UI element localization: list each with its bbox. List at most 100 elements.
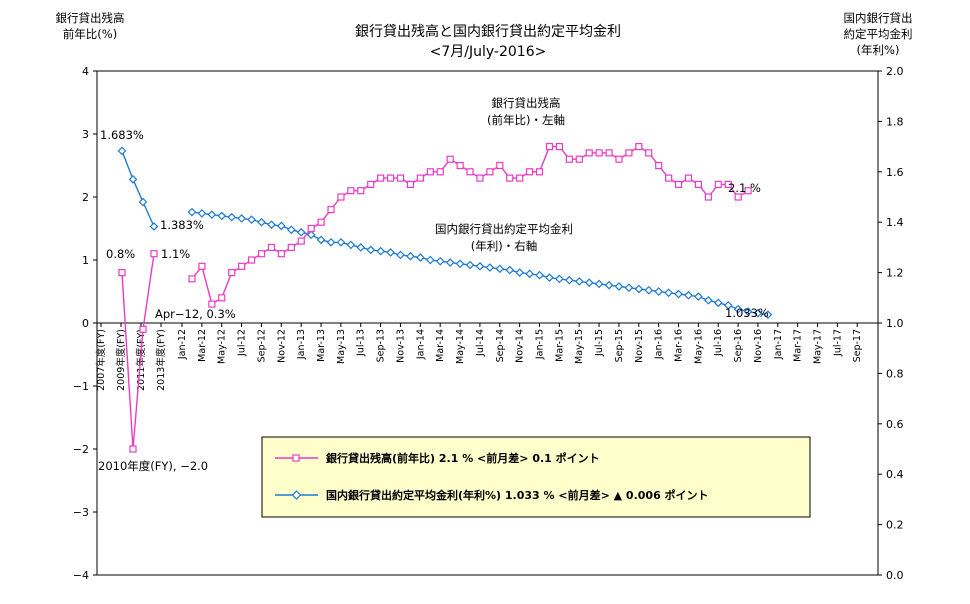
right-axis-title-line1: 国内銀行貸出	[844, 11, 913, 25]
series-line-annual	[121, 253, 155, 450]
annotation-loan-fy1: 0.8%	[106, 247, 135, 261]
left-tick-label: −4	[73, 569, 89, 582]
left-tick-label: 1	[82, 254, 89, 267]
right-tick-label: 1.4	[886, 216, 904, 229]
data-point	[704, 295, 713, 305]
x-tick-label: Sep-17	[852, 329, 863, 362]
data-point	[336, 238, 346, 247]
data-point	[436, 168, 444, 176]
data-point	[218, 294, 226, 302]
data-point	[684, 290, 693, 300]
data-point	[277, 221, 286, 231]
data-point	[456, 161, 464, 170]
data-point	[485, 263, 495, 272]
data-point	[574, 277, 584, 286]
data-point	[416, 174, 424, 182]
data-point	[267, 220, 276, 230]
x-tick-label: Jul-17	[832, 329, 843, 357]
left-y-axis-ticks: 4 3 2 1 0 −1 −2 −3 −4	[73, 65, 97, 582]
chart-title: 銀行貸出残高と国内銀行貸出約定平均金利	[355, 23, 621, 40]
legend: 銀行貸出残高(前年比) 2.1 % <前月差> 0.1 ポイント 国内銀行貸出約…	[261, 436, 811, 518]
left-tick-label: −3	[73, 506, 89, 519]
left-tick-label: −2	[73, 443, 89, 456]
data-point	[733, 304, 743, 314]
data-point	[634, 284, 644, 294]
data-point	[396, 174, 405, 182]
data-point	[664, 288, 673, 298]
data-point	[117, 146, 127, 156]
data-point	[326, 238, 336, 247]
data-point	[545, 143, 554, 151]
data-point	[614, 282, 624, 291]
annotation-loan-apr12: Apr−12, 0.3%	[155, 307, 236, 321]
data-point	[684, 174, 693, 182]
data-point	[257, 250, 266, 258]
right-axis-title-line3: (年利%)	[857, 43, 900, 57]
data-point	[525, 269, 534, 279]
data-point	[505, 265, 515, 275]
data-point	[357, 187, 365, 195]
x-tick-label: Jul-15	[594, 329, 605, 357]
data-point	[228, 269, 236, 277]
x-tick-label: May-16	[693, 329, 704, 364]
data-point	[238, 262, 246, 270]
data-point	[198, 262, 206, 270]
right-tick-label: 0.6	[886, 418, 904, 431]
x-tick-label: May-12	[217, 329, 228, 364]
legend-rate-marker	[291, 490, 302, 500]
data-point	[624, 283, 634, 293]
data-point	[535, 270, 544, 280]
annotation-loan-label-1: 銀行貸出残高	[492, 96, 561, 110]
right-tick-label: 0.0	[886, 569, 904, 582]
x-tick-label: Mar-12	[197, 329, 208, 362]
x-tick-label: Jan-16	[654, 329, 665, 360]
data-point	[306, 230, 316, 240]
data-point	[138, 197, 148, 207]
data-point	[406, 180, 415, 188]
data-point	[665, 174, 673, 182]
data-point	[714, 180, 722, 188]
data-point	[337, 193, 345, 201]
chart-subtitle: <7月/July-2016>	[430, 44, 547, 60]
series-line-annual	[121, 150, 155, 227]
data-point	[694, 292, 703, 301]
annotation-rate-label-1: 国内銀行貸出約定平均金利	[435, 222, 573, 236]
right-tick-label: 1.8	[886, 115, 904, 128]
x-tick-label: Sep-12	[256, 329, 267, 362]
x-tick-label: Jul-16	[713, 329, 724, 357]
data-point	[118, 269, 126, 277]
data-point	[605, 149, 613, 157]
x-tick-label: Jan-14	[415, 329, 426, 360]
data-point	[129, 445, 137, 453]
data-point	[237, 214, 246, 223]
data-point	[575, 155, 583, 163]
right-tick-label: 0.2	[886, 519, 904, 532]
legend-loan-label: 銀行貸出残高(前年比) 2.1 % <前月差> 0.1 ポイント	[326, 451, 600, 465]
data-point	[128, 175, 138, 184]
data-point	[565, 155, 573, 163]
left-axis-title-line2: 前年比(%)	[63, 27, 117, 41]
data-point	[674, 180, 683, 188]
annotation-rate-label-2: (年利)・右軸	[471, 239, 537, 253]
x-tick-label: Jan-17	[773, 329, 784, 360]
data-point	[713, 298, 723, 308]
data-point	[217, 211, 227, 221]
x-tick-label: Sep-15	[614, 329, 625, 362]
data-point	[197, 209, 207, 218]
x-tick-label: Jul-12	[237, 329, 248, 357]
data-point	[585, 149, 593, 157]
annotation-loan-end: 2.1 %	[728, 181, 761, 195]
data-point	[465, 260, 475, 270]
annotation-loan-fy2: 1.1%	[161, 247, 190, 261]
left-tick-label: 4	[82, 65, 89, 78]
data-point	[296, 227, 306, 237]
right-axis-title-line2: 約定平均金利	[844, 27, 913, 41]
series-bank-loans	[118, 143, 752, 453]
data-point	[655, 161, 663, 170]
data-point	[753, 308, 763, 318]
x-tick-label: Sep-13	[376, 329, 387, 362]
data-point	[475, 261, 485, 271]
x-tick-label: Jan-15	[534, 329, 545, 360]
legend-loan-marker	[292, 454, 300, 462]
data-point	[367, 180, 375, 188]
